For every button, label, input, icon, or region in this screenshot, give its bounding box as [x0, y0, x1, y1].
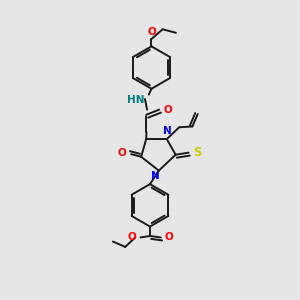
Text: O: O — [128, 232, 136, 242]
Text: S: S — [193, 146, 202, 159]
Text: O: O — [118, 148, 126, 158]
Text: N: N — [151, 171, 160, 181]
Text: HN: HN — [128, 94, 145, 105]
Text: N: N — [163, 127, 172, 136]
Text: O: O — [165, 232, 173, 242]
Text: O: O — [164, 105, 172, 115]
Text: O: O — [147, 27, 156, 37]
